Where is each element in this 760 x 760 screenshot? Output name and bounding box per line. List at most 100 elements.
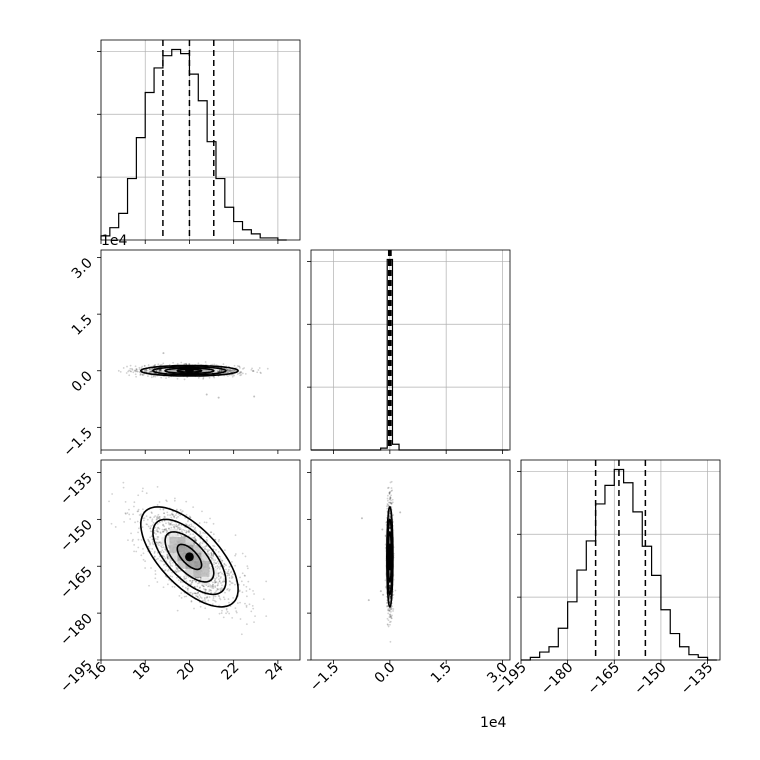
scatter-point [221,609,223,612]
scatter-point [155,529,158,532]
scatter-point [386,497,389,500]
scatter-point [154,577,157,580]
scatter-point [230,369,233,372]
scatter-point [216,565,219,567]
density-cell [385,568,394,577]
scatter-point [186,524,188,526]
scatter-point [387,504,389,506]
scatter-point [209,584,212,587]
scatter-point [201,550,204,553]
scatter-point [168,523,171,526]
scatter-point [128,513,131,516]
scatter-point [214,579,216,582]
scatter-point [229,368,232,371]
scatter-point [226,371,228,374]
scatter-point [234,607,237,610]
scatter-point [219,558,222,560]
scatter-point [259,371,262,374]
xtick-label-p3-3: −150 [631,660,670,699]
scatter-point [193,585,196,588]
scatter-point [144,370,146,373]
scatter-point [150,371,153,373]
scatter-point [190,582,193,585]
scatter-point [386,605,388,608]
scatter-point [165,529,168,532]
scatter-point [391,498,394,501]
scatter-point [153,552,156,554]
scatter-point [199,532,202,535]
scatter-point [159,532,162,535]
scatter-point [171,512,173,515]
density-cell [193,366,202,375]
scatter-point [198,594,201,596]
scatter-point [229,370,232,373]
scatter-point [158,515,161,518]
scatter-point [168,579,171,581]
scatter-point [172,361,175,364]
scatter-point [136,370,139,373]
scatter-point [154,573,157,576]
scatter-point [163,512,165,515]
scatter-point [158,517,161,520]
scatter-point [214,595,217,598]
scatter-point [136,510,139,513]
scatter-point [227,568,230,571]
scatter-point [202,546,204,549]
scatter-point [389,496,392,498]
scatter-point [265,615,268,618]
scatter-point [212,553,215,556]
scatter-point [155,518,158,521]
scatter-point [150,370,153,373]
xtick-label-p1-3: 22 [219,660,243,684]
scatter-point [388,527,391,530]
scatter-point [185,523,187,525]
scatter-point [186,520,189,523]
scatter-point [154,526,157,529]
scatter-point [216,584,219,587]
scatter-point [185,530,188,532]
scatter-point [388,613,391,616]
panel-frame-1-1 [310,249,511,451]
scatter-point [156,538,159,541]
scatter-point [187,525,190,527]
scatter-point [245,606,248,608]
scatter-point [184,586,187,589]
scatter-point [172,561,174,564]
scatter-point [389,616,392,619]
scatter-point [390,502,393,504]
scatter-point [149,370,152,373]
scatter-point [137,531,139,534]
scatter-point [133,550,135,553]
scatter-point [166,553,169,556]
scatter-point [230,575,233,578]
scatter-point [240,373,243,376]
scatter-point [188,530,191,533]
scatter-point [158,541,161,544]
scatter-point [236,365,239,367]
scatter-point [164,528,166,531]
scatter-point [167,546,170,548]
scatter-point [168,527,170,530]
scatter-point [177,526,180,529]
scatter-point [216,560,219,563]
scatter-point [143,519,145,522]
scatter-point [162,551,165,553]
scatter-layer [108,352,402,643]
scatter-point [183,575,186,578]
scatter-point [173,497,176,500]
scatter-point [156,530,159,533]
xtick-label-p2-2: 1.5 [428,660,455,687]
scatter-point [221,559,223,562]
scatter-point [245,590,248,592]
scatter-point [193,536,195,539]
ytick-label-p3-3: −150 [57,517,96,556]
scatter-point [217,574,220,577]
scatter-point [187,519,190,521]
panel-frame-1-0 [100,249,301,451]
density-cell [385,536,394,545]
scatter-point [202,585,205,588]
scatter-point [208,618,210,620]
scatter-point [114,526,117,528]
scatter-point [159,559,162,562]
scatter-point [183,529,186,532]
